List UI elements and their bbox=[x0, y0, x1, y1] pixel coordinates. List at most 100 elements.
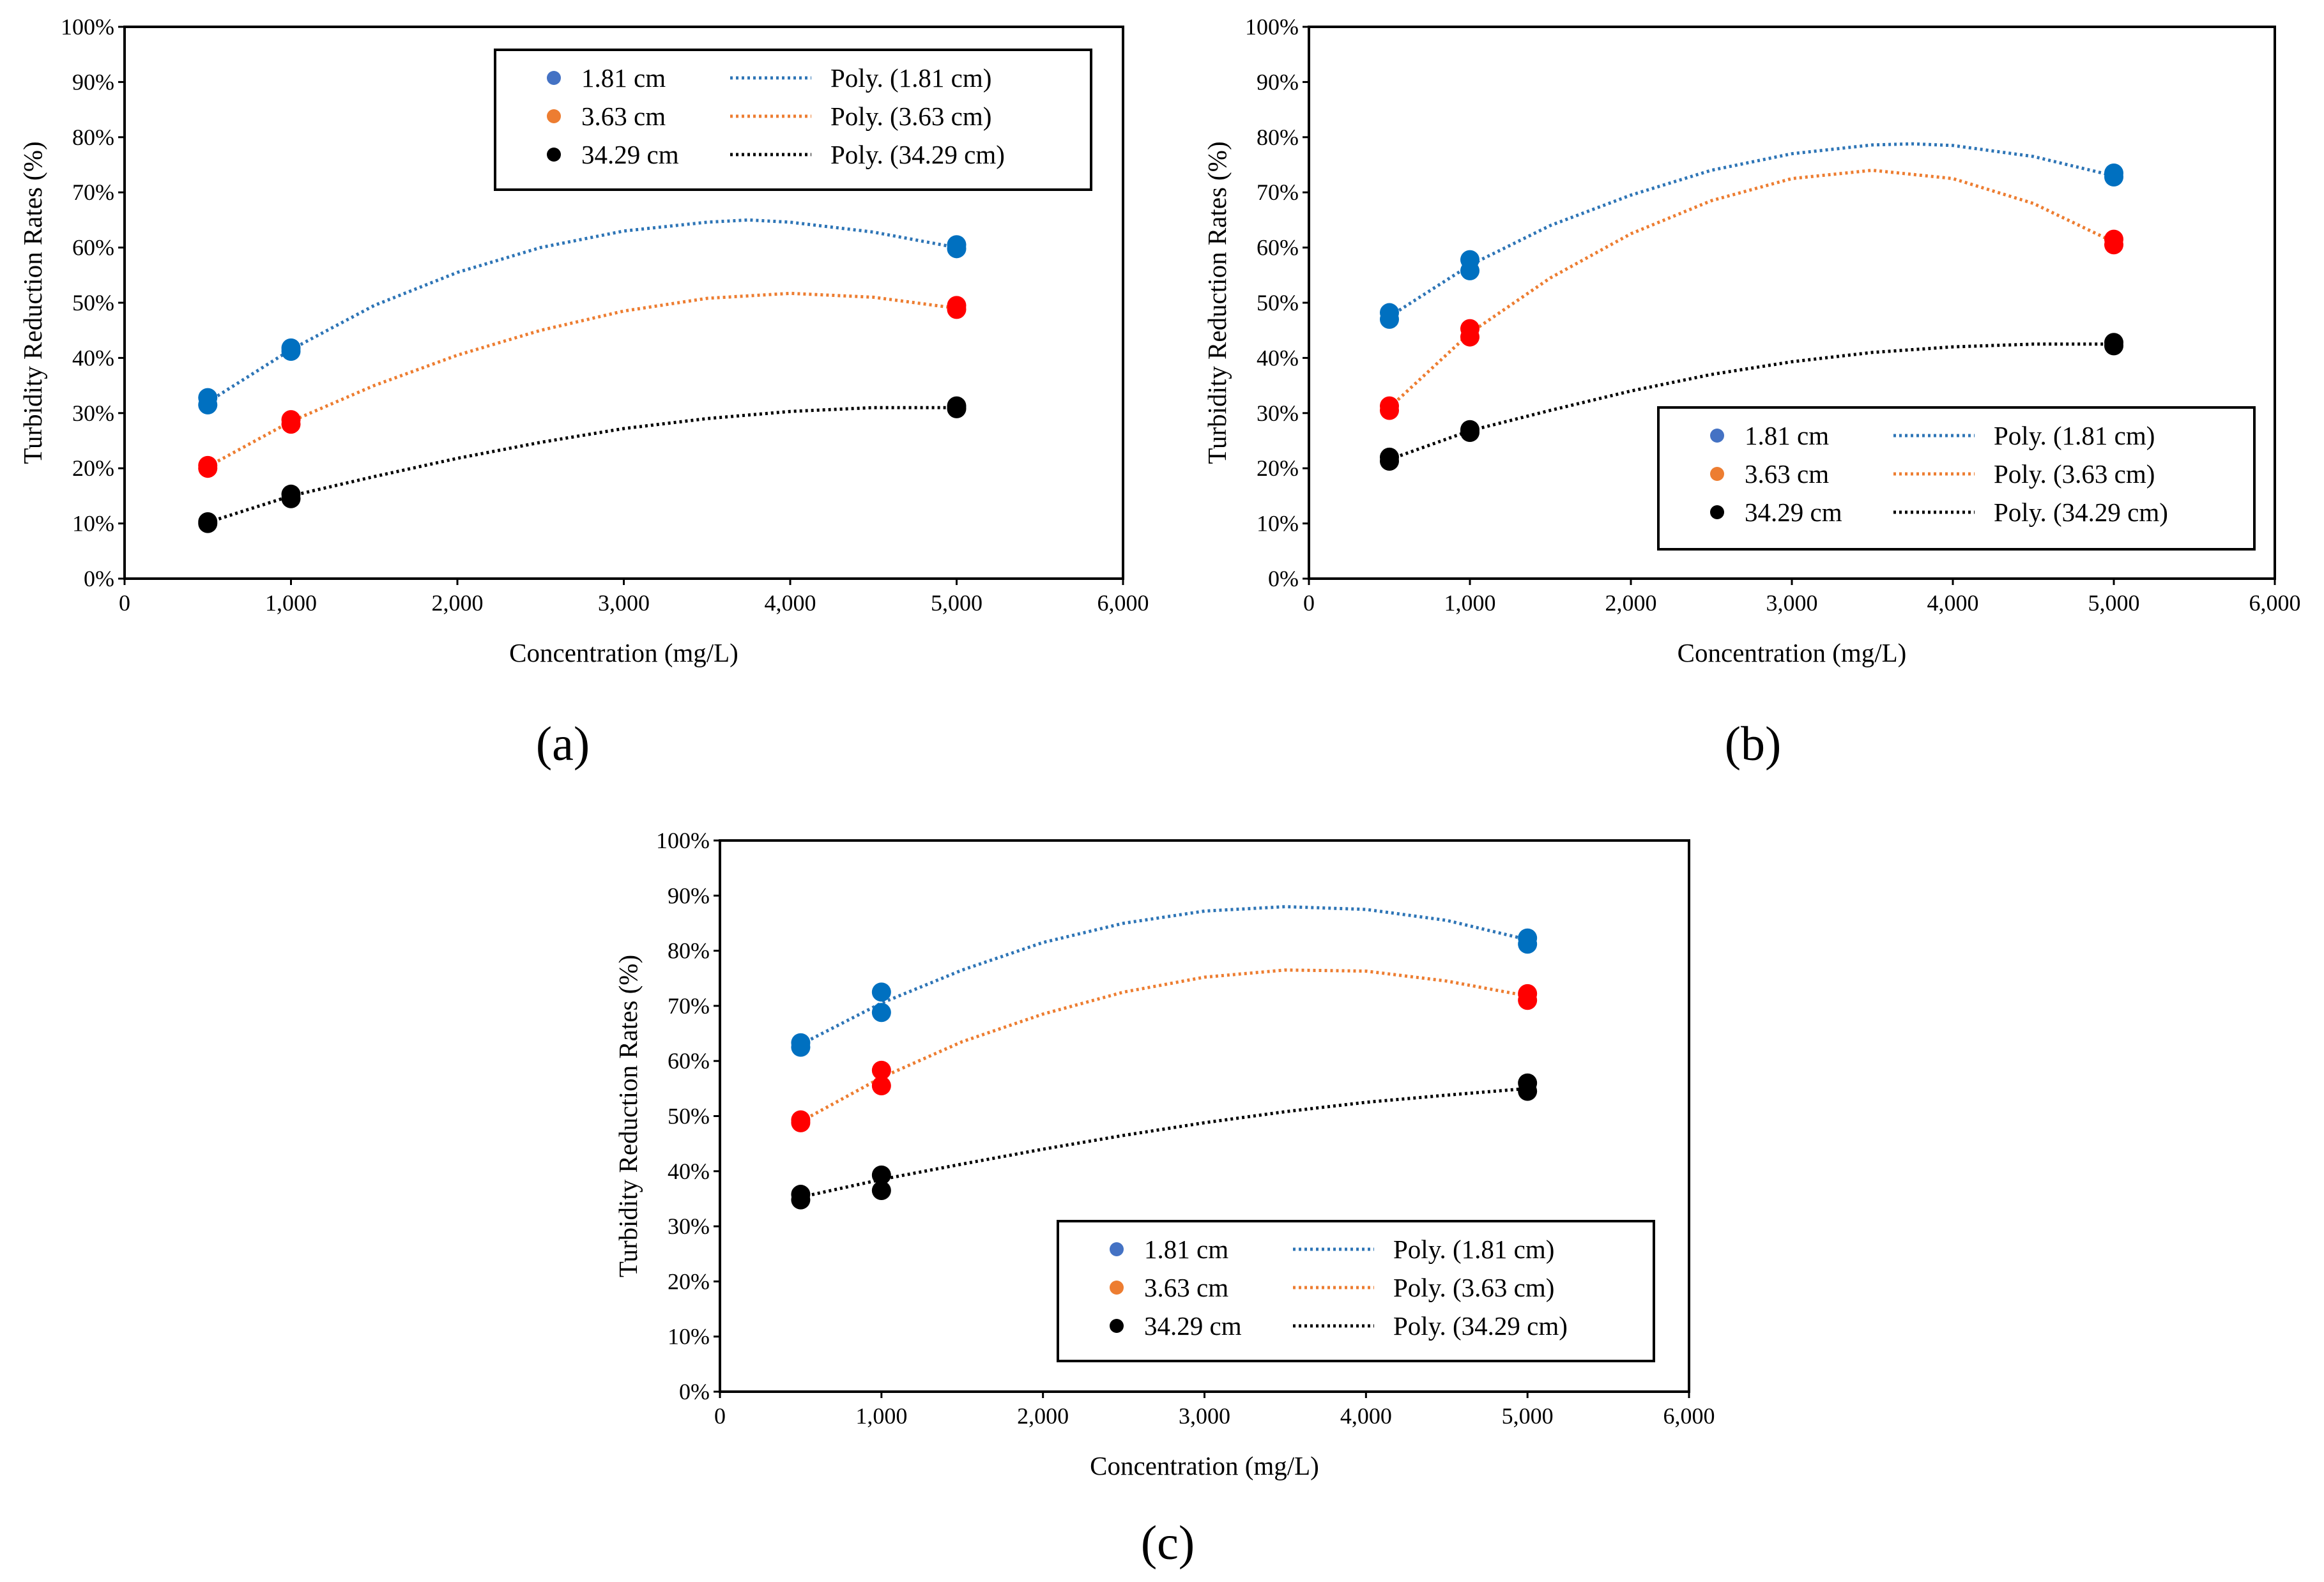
data-point-1-81-cm bbox=[791, 1033, 811, 1053]
y-tick-label: 10% bbox=[1257, 511, 1299, 536]
trendline-3-63-cm bbox=[207, 291, 957, 468]
data-point-34-29-cm bbox=[1460, 420, 1479, 439]
panel-label: (a) bbox=[536, 717, 590, 771]
y-tick-label: 90% bbox=[1257, 69, 1299, 95]
legend-label: 34.29 cm bbox=[1745, 498, 1842, 527]
legend-trend-label: Poly. (1.81 cm) bbox=[830, 63, 991, 93]
y-tick-label: 20% bbox=[72, 455, 114, 481]
y-tick-label: 10% bbox=[72, 511, 114, 536]
y-tick-label: 80% bbox=[668, 938, 710, 964]
y-tick-label: 50% bbox=[1257, 290, 1299, 316]
legend-marker bbox=[1710, 429, 1724, 443]
data-point-34-29-cm bbox=[198, 512, 218, 532]
data-point-34-29-cm bbox=[871, 1181, 891, 1201]
data-point-1-81-cm bbox=[1518, 928, 1538, 948]
y-tick-label: 30% bbox=[668, 1213, 710, 1239]
legend-trend-label: Poly. (34.29 cm) bbox=[830, 140, 1005, 169]
x-axis-title: Concentration (mg/L) bbox=[1090, 1451, 1319, 1480]
x-tick-label: 4,000 bbox=[1340, 1403, 1392, 1429]
data-point-34-29-cm bbox=[1518, 1073, 1538, 1093]
legend-label: 1.81 cm bbox=[1144, 1235, 1228, 1264]
legend: 1.81 cm Poly. (1.81 cm) 3.63 cm Poly. (3.63… bbox=[494, 49, 1092, 191]
data-point-34-29-cm bbox=[791, 1185, 811, 1205]
y-tick-label: 70% bbox=[668, 993, 710, 1019]
x-tick-label: 6,000 bbox=[1663, 1403, 1715, 1429]
x-axis-title: Concentration (mg/L) bbox=[509, 638, 738, 667]
x-tick-label: 2,000 bbox=[1017, 1403, 1069, 1429]
y-tick-label: 100% bbox=[1245, 14, 1299, 40]
y-tick-label: 60% bbox=[72, 235, 114, 261]
legend-label: 1.81 cm bbox=[581, 63, 666, 93]
y-tick-label: 90% bbox=[668, 883, 710, 908]
chart-panel-2: 0% 10% 20% 30% 40% 50% 60% 70% 80% 90% 100% 0 1,000 2… bbox=[1202, 14, 2301, 771]
x-tick-label: 0 bbox=[119, 590, 130, 616]
data-point-3-63-cm bbox=[1380, 396, 1399, 416]
data-point-1-81-cm bbox=[871, 982, 891, 1002]
data-point-34-29-cm bbox=[2104, 333, 2123, 353]
y-tick-label: 0% bbox=[1268, 566, 1299, 591]
legend: 1.81 cm Poly. (1.81 cm) 3.63 cm Poly. (3.63… bbox=[1657, 406, 2256, 551]
legend-trend-label: Poly. (3.63 cm) bbox=[1994, 459, 2155, 489]
legend-label: 34.29 cm bbox=[581, 140, 679, 169]
y-tick-label: 40% bbox=[1257, 345, 1299, 370]
y-tick-label: 30% bbox=[72, 400, 114, 426]
legend-marker bbox=[1110, 1242, 1124, 1256]
panel-label: (c) bbox=[1141, 1516, 1195, 1570]
chart-panel-3: 0% 10% 20% 30% 40% 50% 60% 70% 80% 90% 100% 0 1,000 2… bbox=[613, 828, 1715, 1570]
legend-trend-label: Poly. (3.63 cm) bbox=[1393, 1273, 1554, 1302]
y-tick-label: 70% bbox=[1257, 179, 1299, 205]
x-tick-label: 3,000 bbox=[1179, 1403, 1230, 1429]
legend-box bbox=[1657, 406, 2256, 551]
y-tick-label: 60% bbox=[668, 1048, 710, 1074]
legend-label: 34.29 cm bbox=[1144, 1311, 1242, 1341]
x-tick-label: 1,000 bbox=[265, 590, 317, 616]
trendline-3-63-cm bbox=[1388, 169, 2115, 409]
trendline-1-81-cm bbox=[800, 905, 1528, 1046]
data-point-3-63-cm bbox=[281, 410, 301, 430]
legend-label: 1.81 cm bbox=[1745, 421, 1829, 450]
x-tick-label: 2,000 bbox=[1605, 590, 1657, 616]
legend-label: 3.63 cm bbox=[581, 102, 666, 131]
data-point-3-63-cm bbox=[871, 1076, 891, 1096]
legend-trend-label: Poly. (3.63 cm) bbox=[830, 102, 991, 131]
data-point-3-63-cm bbox=[947, 296, 967, 316]
y-tick-label: 80% bbox=[72, 125, 114, 150]
x-tick-label: 0 bbox=[714, 1403, 726, 1429]
y-axis-title: Turbidity Reduction Rates (%) bbox=[613, 955, 643, 1277]
trendline-34-29-cm bbox=[1389, 342, 2114, 461]
y-tick-label: 10% bbox=[668, 1324, 710, 1350]
x-tick-label: 1,000 bbox=[855, 1403, 907, 1429]
data-point-1-81-cm bbox=[2104, 163, 2123, 183]
y-tick-label: 70% bbox=[72, 179, 114, 205]
data-point-1-81-cm bbox=[1460, 250, 1479, 270]
legend-marker bbox=[547, 148, 561, 162]
legend-trend-label: Poly. (1.81 cm) bbox=[1393, 1235, 1554, 1264]
legend-marker bbox=[1710, 505, 1724, 519]
data-point-3-63-cm bbox=[1518, 984, 1538, 1003]
data-point-34-29-cm bbox=[947, 396, 967, 416]
data-point-1-81-cm bbox=[1380, 303, 1399, 323]
panel-label: (b) bbox=[1725, 717, 1782, 771]
data-point-1-81-cm bbox=[281, 338, 301, 358]
legend-box bbox=[1057, 1220, 1655, 1362]
x-tick-label: 6,000 bbox=[2249, 590, 2301, 616]
y-tick-label: 20% bbox=[668, 1268, 710, 1294]
y-tick-label: 50% bbox=[72, 290, 114, 316]
x-tick-label: 2,000 bbox=[432, 590, 484, 616]
legend: 1.81 cm Poly. (1.81 cm) 3.63 cm Poly. (3.63… bbox=[1057, 1220, 1655, 1362]
legend-box bbox=[494, 49, 1092, 191]
y-axis-title: Turbidity Reduction Rates (%) bbox=[18, 141, 47, 464]
y-tick-label: 0% bbox=[84, 566, 114, 591]
x-tick-label: 5,000 bbox=[1502, 1403, 1554, 1429]
x-tick-label: 6,000 bbox=[1097, 590, 1149, 616]
data-point-3-63-cm bbox=[2104, 229, 2123, 249]
data-point-34-29-cm bbox=[1380, 447, 1399, 467]
y-tick-label: 60% bbox=[1257, 235, 1299, 261]
y-tick-label: 40% bbox=[668, 1159, 710, 1184]
trendline-1-81-cm bbox=[206, 218, 957, 404]
data-point-3-63-cm bbox=[1460, 319, 1479, 338]
legend-marker bbox=[547, 71, 561, 85]
data-point-1-81-cm bbox=[947, 235, 967, 255]
legend-label: 3.63 cm bbox=[1745, 459, 1829, 489]
